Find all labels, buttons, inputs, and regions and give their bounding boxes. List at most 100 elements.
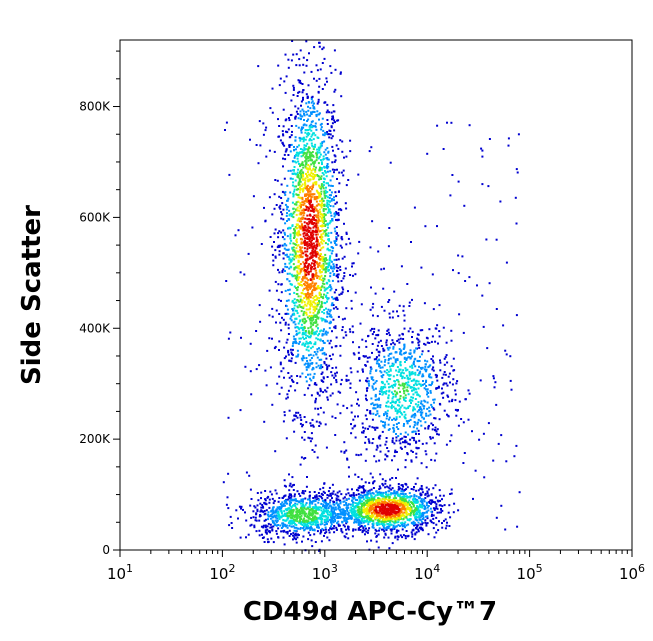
event-dot [391, 542, 394, 545]
event-dot [302, 56, 305, 59]
event-dot [310, 163, 313, 166]
event-dot [290, 495, 293, 498]
event-dot [369, 308, 372, 311]
event-dot [446, 394, 449, 397]
event-dot [319, 204, 322, 207]
event-dot [440, 392, 443, 395]
event-dot [380, 305, 383, 308]
event-dot [293, 185, 296, 188]
event-dot [325, 186, 327, 189]
event-dot [437, 386, 440, 389]
event-dot [288, 288, 291, 291]
event-dot [226, 496, 229, 499]
event-dot [285, 355, 287, 358]
event-dot [286, 509, 288, 512]
event-dot [396, 404, 399, 407]
event-dot [296, 227, 299, 230]
event-dot [298, 328, 301, 331]
event-dot [292, 86, 295, 89]
event-dot [331, 168, 334, 171]
event-dot [314, 332, 317, 335]
event-dot [304, 331, 307, 334]
event-dot [242, 508, 244, 511]
event-dot [319, 387, 322, 390]
event-dot [420, 520, 423, 523]
event-dot [325, 390, 328, 393]
event-dot [428, 501, 431, 504]
event-dot [352, 274, 354, 277]
event-dot [352, 418, 355, 421]
event-dot [392, 525, 395, 528]
event-dot [396, 379, 399, 382]
event-dot [371, 513, 373, 516]
event-dot [247, 252, 250, 255]
event-dot [279, 207, 282, 210]
event-dot [312, 509, 315, 512]
event-dot [295, 233, 298, 236]
event-dot [352, 262, 355, 265]
event-dot [422, 407, 425, 410]
event-dot [292, 534, 294, 537]
event-dot [298, 340, 301, 343]
event-dot [393, 527, 396, 530]
event-dot [364, 355, 367, 358]
event-dot [435, 376, 438, 379]
event-dot [313, 306, 316, 309]
event-dot [296, 503, 299, 506]
event-dot [309, 362, 312, 365]
event-dot [306, 133, 309, 135]
event-dot [335, 201, 338, 204]
event-dot [293, 149, 295, 152]
event-dot [298, 191, 301, 194]
event-dot [284, 53, 287, 56]
event-dot [351, 325, 354, 328]
event-dot [356, 499, 359, 501]
event-dot [312, 107, 315, 110]
event-dot [426, 495, 429, 498]
event-dot [312, 425, 315, 428]
event-dot [320, 506, 323, 509]
event-dot [249, 524, 252, 527]
event-dot [328, 486, 331, 489]
event-dot [350, 371, 353, 374]
event-dot [317, 492, 320, 494]
event-dot [357, 252, 360, 255]
event-dot [294, 323, 297, 326]
event-dot [330, 358, 333, 361]
event-dot [315, 181, 318, 184]
event-dot [353, 509, 356, 512]
event-dot [291, 499, 294, 502]
event-dot [354, 510, 357, 513]
event-dot [435, 505, 438, 508]
event-dot [372, 388, 375, 391]
event-dot [296, 536, 299, 539]
event-dot [338, 515, 341, 518]
event-dot [385, 528, 388, 531]
event-dot [422, 516, 425, 519]
event-dot [330, 260, 333, 263]
event-dot [385, 437, 388, 439]
event-dot [365, 511, 368, 514]
event-dot [304, 362, 307, 365]
event-dot [366, 501, 369, 504]
event-dot [408, 492, 411, 495]
event-dot [360, 478, 363, 481]
event-dot [290, 273, 293, 276]
event-dot [305, 337, 307, 340]
event-dot [377, 521, 380, 524]
event-dot [297, 188, 300, 191]
event-dot [405, 359, 408, 361]
event-dot [321, 499, 324, 502]
event-dot [353, 353, 356, 356]
event-dot [289, 136, 292, 139]
event-dot [305, 294, 308, 297]
event-dot [378, 393, 381, 395]
event-dot [271, 253, 274, 256]
event-dot [327, 182, 329, 185]
event-dot [326, 211, 329, 214]
event-dot [335, 226, 338, 228]
event-dot [324, 271, 327, 274]
event-dot [384, 386, 387, 389]
event-dot [326, 170, 329, 173]
event-dot [403, 406, 406, 409]
